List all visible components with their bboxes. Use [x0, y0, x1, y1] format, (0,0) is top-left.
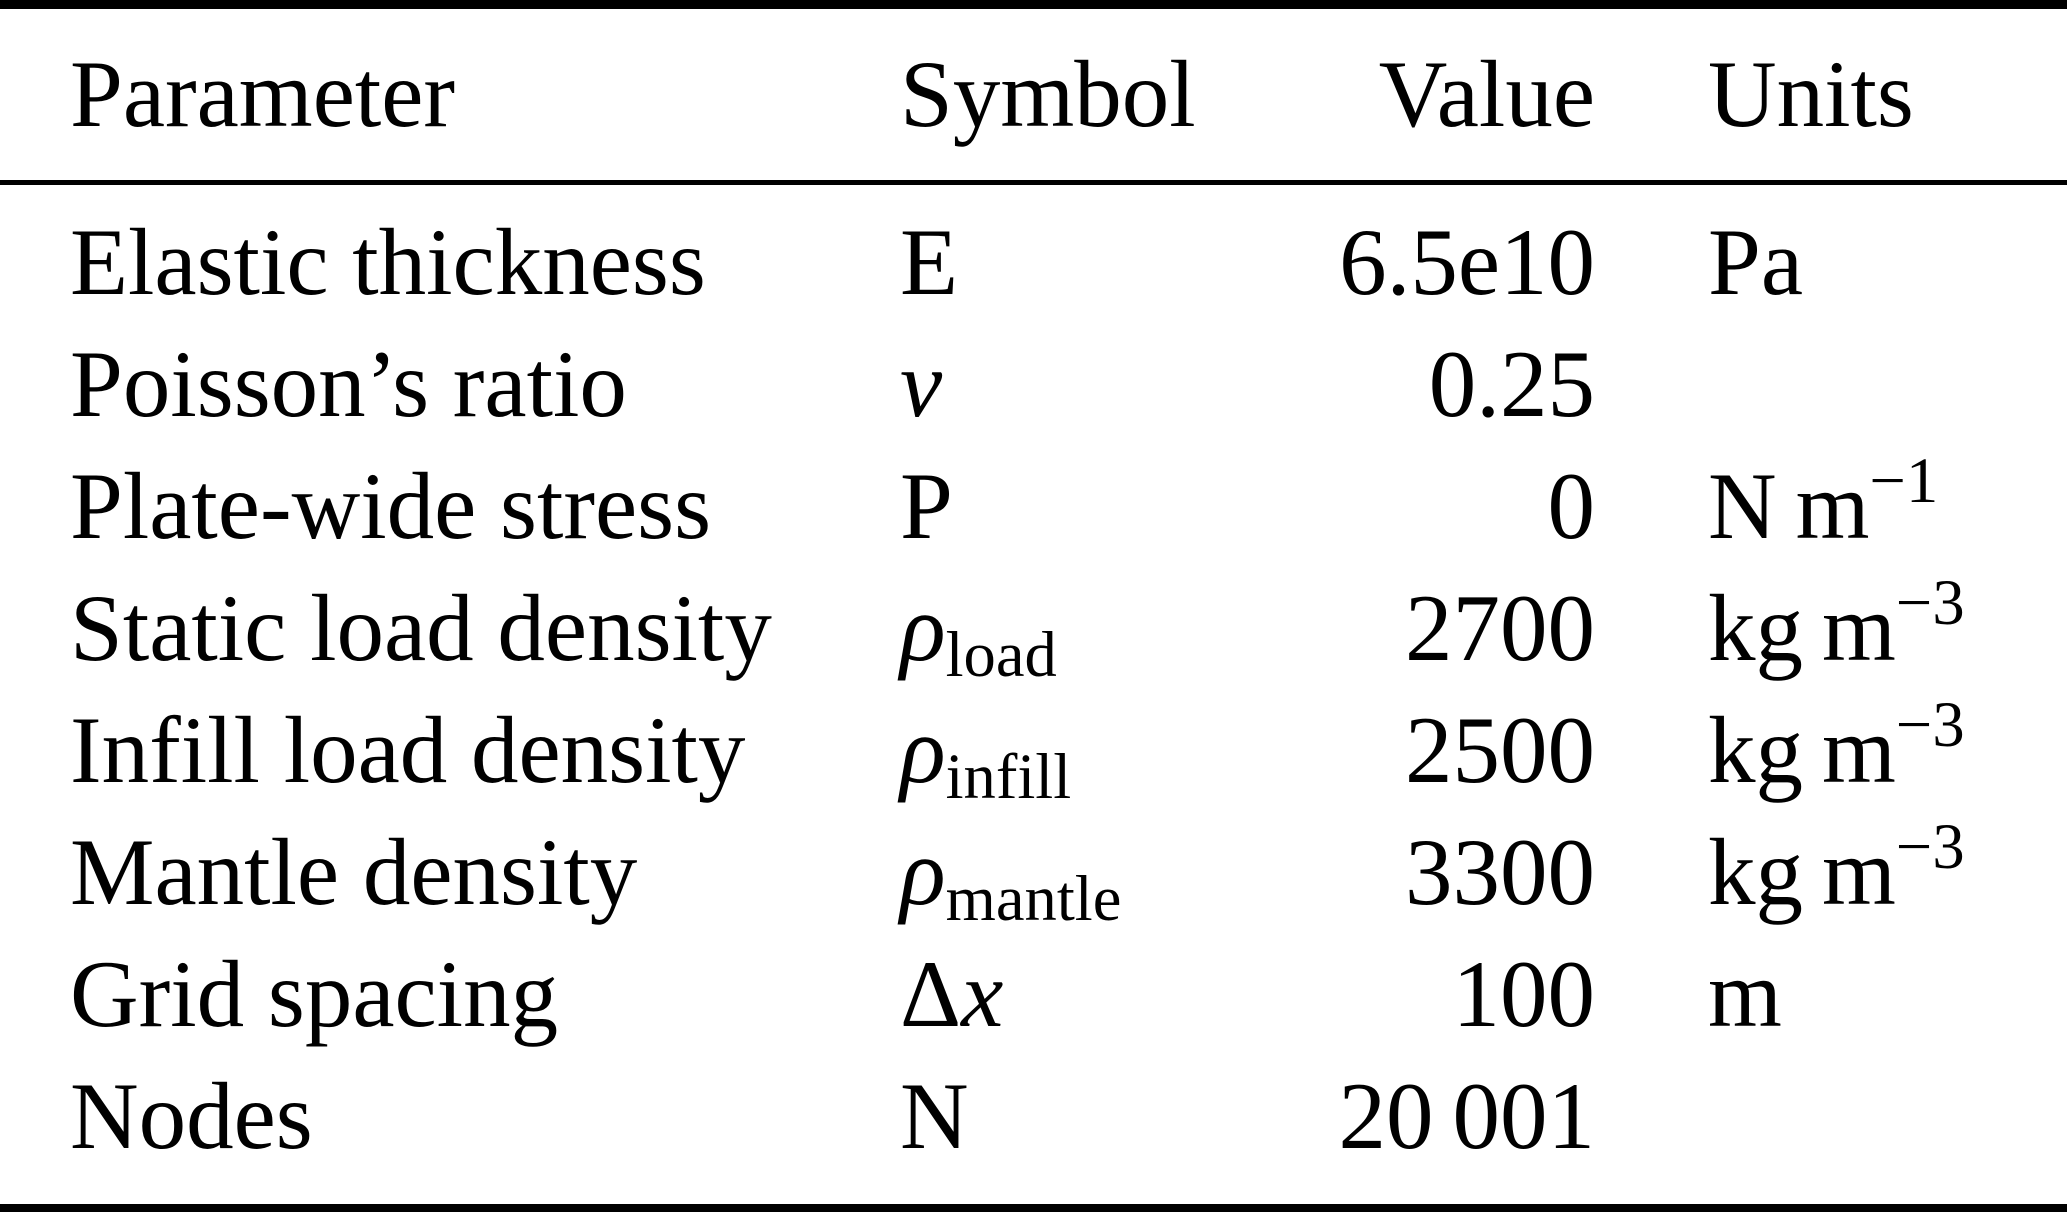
table-row: Mantle density ρmantle 3300 kg m−3 — [0, 811, 2067, 933]
units-cell — [1595, 323, 2067, 445]
unit-base: kg m — [1708, 819, 1896, 925]
header-parameter: Parameter — [70, 41, 456, 147]
unit-exponent: −3 — [1895, 688, 1965, 761]
symbol-roman: N — [900, 1063, 969, 1169]
parameter-cell: Grid spacing — [70, 941, 559, 1047]
header-units: Units — [1708, 41, 1914, 147]
parameter-cell: Elastic thickness — [70, 209, 706, 315]
table-row: Nodes N 20 001 — [0, 1055, 2067, 1177]
table-row: Static load density ρload 2700 kg m−3 — [0, 567, 2067, 689]
value-cell: 0 — [1547, 453, 1596, 559]
value-cell: 20 001 — [1338, 1063, 1595, 1169]
value-cell: 0.25 — [1428, 331, 1595, 437]
unit-exponent: −1 — [1869, 444, 1939, 517]
unit-base: N m — [1708, 453, 1870, 559]
table-row: Poisson’s ratio ν 0.25 — [0, 323, 2067, 445]
symbol-italic: ρ — [900, 697, 946, 803]
symbol-cell: ρmantle — [900, 811, 1275, 933]
value-cell: 6.5e10 — [1339, 209, 1595, 315]
parameter-cell: Nodes — [70, 1063, 313, 1169]
table-row: Elastic thickness E 6.5e10 Pa — [0, 201, 2067, 323]
unit-base: kg m — [1708, 697, 1896, 803]
unit-exponent: −3 — [1895, 810, 1965, 883]
units-cell — [1595, 1055, 2067, 1177]
unit-base: kg m — [1708, 575, 1896, 681]
value-cell: 2700 — [1405, 575, 1595, 681]
symbol-cell: ν — [900, 323, 1275, 445]
symbol-italic: x — [961, 941, 1004, 1047]
symbol-cell: N — [900, 1055, 1275, 1177]
symbol-cell: Δx — [900, 933, 1275, 1055]
symbol-italic: ρ — [900, 819, 946, 925]
table-row: Grid spacing Δx 100 m — [0, 933, 2067, 1055]
symbol-roman: E — [900, 209, 959, 315]
value-cell: 100 — [1452, 941, 1596, 1047]
parameter-cell: Infill load density — [70, 697, 746, 803]
table-row: Plate-wide stress P 0 N m−1 — [0, 445, 2067, 567]
units-cell: kg m−3 — [1595, 811, 2067, 933]
symbol-roman: P — [900, 453, 953, 559]
symbol-italic: ν — [900, 331, 943, 437]
symbol-roman: Δ — [900, 941, 962, 1047]
unit-base: m — [1708, 941, 1782, 1047]
units-cell: m — [1595, 933, 2067, 1055]
symbol-cell: ρinfill — [900, 689, 1275, 811]
symbol-cell: E — [900, 201, 1275, 323]
header-separator-rule — [0, 180, 2067, 185]
parameter-cell: Poisson’s ratio — [70, 331, 627, 437]
symbol-cell: P — [900, 445, 1275, 567]
header-value: Value — [1378, 41, 1595, 147]
unit-exponent: −3 — [1895, 566, 1965, 639]
value-cell: 2500 — [1405, 697, 1595, 803]
table-body: Elastic thickness E 6.5e10 Pa Poisson’s … — [0, 185, 2067, 1177]
symbol-italic: ρ — [900, 575, 946, 681]
units-cell: kg m−3 — [1595, 689, 2067, 811]
header-symbol: Symbol — [900, 41, 1196, 147]
unit-base: Pa — [1708, 209, 1803, 315]
table-header-row: Parameter Symbol Value Units — [0, 9, 2067, 180]
parameter-cell: Mantle density — [70, 819, 638, 925]
parameter-cell: Plate-wide stress — [70, 453, 712, 559]
symbol-cell: ρload — [900, 567, 1275, 689]
units-cell: kg m−3 — [1595, 567, 2067, 689]
parameter-cell: Static load density — [70, 575, 772, 681]
units-cell: N m−1 — [1595, 445, 2067, 567]
table-row: Infill load density ρinfill 2500 kg m−3 — [0, 689, 2067, 811]
symbol-subscript: load — [945, 617, 1057, 690]
bottom-rule — [0, 1204, 2067, 1212]
top-rule — [0, 0, 2067, 9]
symbol-subscript: mantle — [945, 861, 1122, 934]
units-cell: Pa — [1595, 201, 2067, 323]
symbol-subscript: infill — [945, 739, 1072, 812]
value-cell: 3300 — [1405, 819, 1595, 925]
